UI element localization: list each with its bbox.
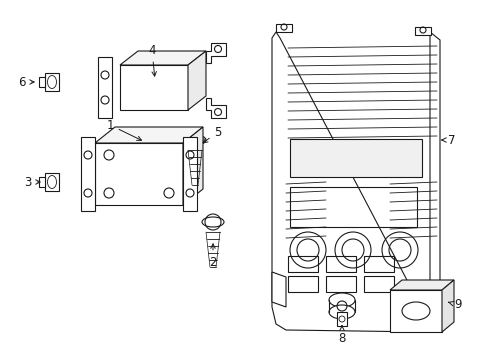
Polygon shape (205, 98, 225, 118)
Bar (325, 276, 355, 292)
Bar (287, 256, 317, 272)
Text: 4: 4 (148, 44, 156, 76)
Polygon shape (95, 127, 203, 143)
Polygon shape (271, 272, 285, 307)
Polygon shape (120, 51, 205, 65)
Text: 2: 2 (209, 244, 216, 269)
Polygon shape (205, 43, 225, 63)
Bar (363, 256, 393, 272)
Bar (39, 77, 45, 87)
Text: 9: 9 (447, 298, 461, 311)
Ellipse shape (328, 293, 354, 307)
Bar (287, 276, 317, 292)
Text: 7: 7 (441, 134, 455, 147)
Bar (45, 73, 59, 91)
Text: 5: 5 (203, 126, 221, 143)
Text: 3: 3 (24, 176, 40, 189)
Ellipse shape (183, 135, 205, 145)
Polygon shape (183, 137, 197, 211)
Polygon shape (120, 65, 187, 110)
Polygon shape (187, 51, 205, 110)
Polygon shape (441, 280, 453, 332)
Ellipse shape (202, 217, 224, 227)
Bar (289, 187, 416, 227)
Polygon shape (271, 32, 439, 332)
Text: 6: 6 (18, 76, 34, 89)
Bar (45, 173, 59, 191)
Polygon shape (98, 57, 112, 118)
Bar (289, 139, 421, 177)
Polygon shape (183, 127, 203, 205)
Bar (414, 27, 430, 35)
Bar (275, 24, 291, 32)
Polygon shape (95, 143, 183, 205)
Bar (336, 312, 346, 326)
Bar (363, 276, 393, 292)
Polygon shape (389, 290, 441, 332)
Ellipse shape (328, 305, 354, 319)
Bar (325, 256, 355, 272)
Bar (39, 177, 45, 187)
Text: 1: 1 (106, 118, 141, 140)
Polygon shape (81, 137, 95, 211)
Text: 8: 8 (338, 326, 345, 345)
Polygon shape (389, 280, 453, 290)
